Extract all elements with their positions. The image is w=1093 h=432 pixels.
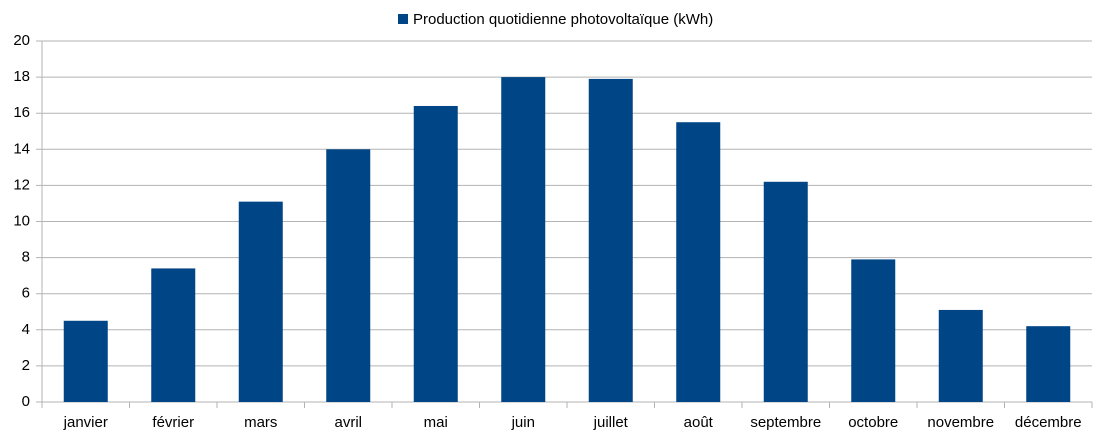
bar [763, 181, 808, 402]
bar [326, 149, 371, 402]
bar [151, 268, 196, 402]
bar [938, 309, 983, 402]
x-tick-label: septembre [750, 414, 821, 431]
bar [238, 201, 283, 402]
y-tick-label: 0 [22, 393, 30, 410]
y-tick-label: 16 [13, 104, 30, 121]
y-tick-label: 2 [22, 357, 30, 374]
y-tick-label: 12 [13, 176, 30, 193]
x-tick-label: novembre [927, 414, 994, 431]
x-tick-label: janvier [63, 414, 108, 431]
y-tick-label: 10 [13, 212, 30, 229]
x-tick-label: juin [511, 414, 535, 431]
y-tick-label: 20 [13, 32, 30, 49]
x-tick-label: juillet [593, 414, 629, 431]
x-tick-label: octobre [848, 414, 898, 431]
y-tick-label: 4 [22, 321, 30, 338]
x-tick-label: février [152, 414, 194, 431]
x-tick-label: avril [334, 414, 362, 431]
legend-label: Production quotidienne photovoltaïque (k… [413, 11, 713, 28]
bar [676, 122, 721, 402]
bar [588, 78, 633, 402]
bar [1026, 326, 1071, 402]
x-tick-label: décembre [1015, 414, 1082, 431]
bar [63, 320, 108, 402]
y-tick-label: 18 [13, 68, 30, 85]
bar [851, 259, 896, 402]
legend-swatch [398, 14, 408, 24]
y-tick-label: 6 [22, 285, 30, 302]
x-tick-label: août [684, 414, 714, 431]
y-tick-label: 8 [22, 249, 30, 266]
bar [501, 77, 546, 402]
x-tick-label: mai [424, 414, 448, 431]
x-tick-label: mars [244, 414, 277, 431]
y-tick-label: 14 [13, 140, 30, 157]
bar [413, 105, 458, 402]
